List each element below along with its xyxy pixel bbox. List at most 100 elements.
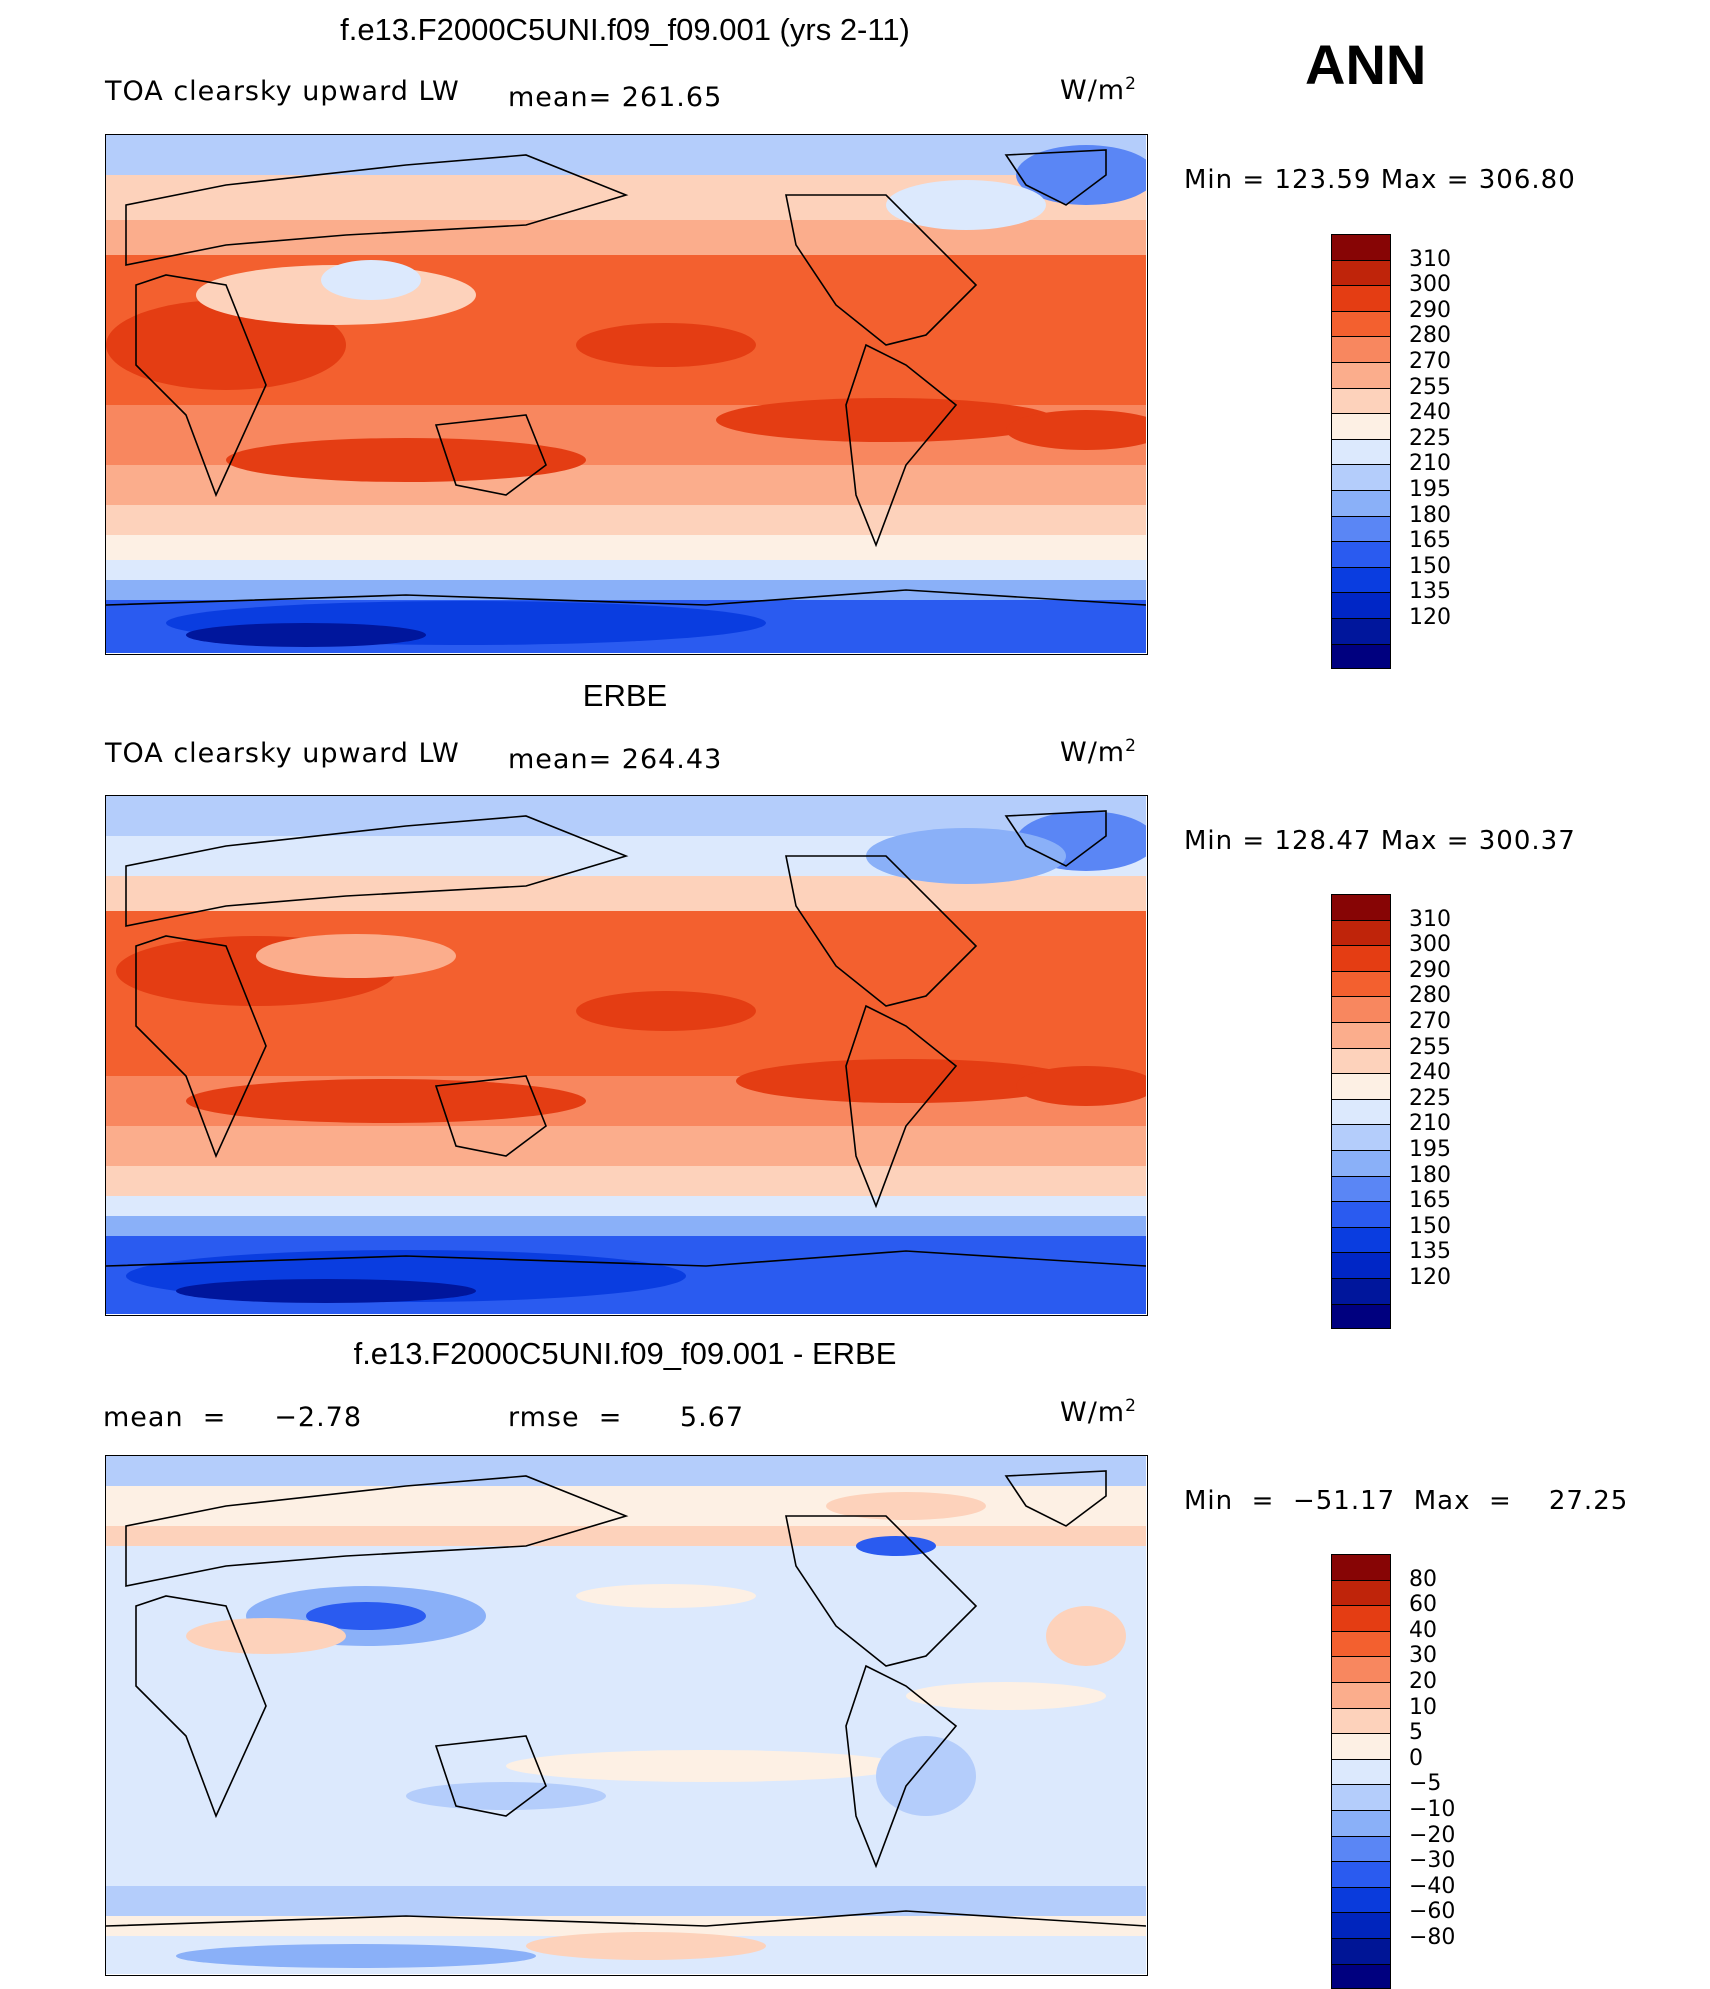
- colorbar-cell: [1331, 413, 1391, 439]
- colorbar-cell: [1331, 1938, 1391, 1964]
- colorbar-tick-label: 225: [1409, 1085, 1451, 1111]
- colorbar-cell: [1331, 1579, 1391, 1606]
- colorbar-tick-label: 280: [1409, 983, 1451, 1009]
- colorbar-cell: [1331, 1886, 1391, 1913]
- colorbar-cell: [1331, 566, 1391, 593]
- colorbar-cell: [1331, 1605, 1391, 1631]
- colorbar-cell: [1331, 1707, 1391, 1734]
- colorbar-tick-label: −20: [1409, 1822, 1456, 1848]
- colorbar-cell: [1331, 336, 1391, 362]
- colorbar-cell: [1331, 259, 1391, 286]
- colorbar-cell: [1331, 234, 1391, 260]
- colorbar-cell: [1331, 1682, 1391, 1708]
- colorbar-tick-label: 150: [1409, 553, 1451, 579]
- colorbar-tick-label: 240: [1409, 400, 1451, 426]
- colorbar-cell: [1331, 1124, 1391, 1150]
- colorbar-cell: [1331, 490, 1391, 516]
- colorbar-tick-label: 180: [1409, 1162, 1451, 1188]
- colorbar-cell: [1331, 1073, 1391, 1099]
- colorbar-cell: [1331, 1784, 1391, 1810]
- colorbar-tick-label: 150: [1409, 1213, 1451, 1239]
- colorbar-cell: [1331, 970, 1391, 997]
- colorbar-tick-label: 180: [1409, 502, 1451, 528]
- colorbar-tick-label: 165: [1409, 1188, 1451, 1214]
- colorbar-tick-label: 210: [1409, 451, 1451, 477]
- colorbar-tick-label: 310: [1409, 246, 1451, 272]
- colorbar-tick-label: 270: [1409, 349, 1451, 374]
- panel-2-map: [105, 795, 1148, 1316]
- colorbar-tick-label: 120: [1409, 605, 1451, 630]
- panel-1-field-svg: [106, 135, 1146, 653]
- colorbar-tick-label: −60: [1409, 1899, 1456, 1925]
- colorbar-tick-label: 135: [1409, 1239, 1451, 1265]
- panel-2-variable-label: TOA clearsky upward LW: [105, 738, 460, 769]
- colorbar-tick-label: 255: [1409, 1034, 1451, 1060]
- panel-1-variable-label: TOA clearsky upward LW: [105, 76, 460, 107]
- colorbar-cell: [1331, 1047, 1391, 1074]
- colorbar-tick-label: 255: [1409, 374, 1451, 400]
- colorbar-frame: [1331, 234, 1391, 670]
- colorbar-cell: [1331, 464, 1391, 490]
- season-label: ANN: [1305, 33, 1427, 96]
- colorbar-cell: [1331, 1835, 1391, 1862]
- colorbar-tick-label: 5: [1409, 1720, 1423, 1746]
- colorbar-cell: [1331, 1861, 1391, 1887]
- colorbar-cell: [1331, 592, 1391, 618]
- colorbar-cell: [1331, 643, 1391, 670]
- colorbar-frame: [1331, 894, 1391, 1330]
- colorbar-cell: [1331, 1656, 1391, 1682]
- colorbar-cell: [1331, 1201, 1391, 1227]
- colorbar-cell: [1331, 285, 1391, 311]
- colorbar-tick-label: 310: [1409, 906, 1451, 932]
- colorbar-cell: [1331, 310, 1391, 337]
- panel-2-minmax: Min = 128.47 Max = 300.37: [1184, 826, 1576, 856]
- colorbar-tick-label: −40: [1409, 1873, 1456, 1899]
- panel-3-units: W/m2: [1060, 1396, 1137, 1428]
- colorbar-tick-label: 135: [1409, 579, 1451, 605]
- colorbar-tick-label: 195: [1409, 477, 1451, 502]
- colorbar-cell: [1331, 1733, 1391, 1759]
- colorbar-cell: [1331, 1098, 1391, 1125]
- colorbar-tick-label: 290: [1409, 297, 1451, 323]
- panel-1-mean-label: mean= 261.65: [508, 82, 723, 113]
- colorbar-frame: [1331, 1554, 1391, 1989]
- colorbar-cell: [1331, 1175, 1391, 1202]
- colorbar-cell: [1331, 541, 1391, 567]
- panel-2-mean-label: mean= 264.43: [508, 744, 723, 775]
- colorbar-tick-label: 300: [1409, 272, 1451, 298]
- colorbar-tick-label: 40: [1409, 1617, 1437, 1643]
- colorbar-tick-label: 240: [1409, 1060, 1451, 1086]
- colorbar-cell: [1331, 945, 1391, 971]
- panel-2-field-svg: [106, 796, 1146, 1314]
- colorbar-tick-label: 30: [1409, 1643, 1437, 1669]
- colorbar-cell: [1331, 387, 1391, 414]
- colorbar-cell: [1331, 438, 1391, 465]
- panel-1-map: [105, 134, 1148, 655]
- colorbar-tick-label: 60: [1409, 1592, 1437, 1618]
- panel-3-map: [105, 1455, 1148, 1976]
- panel-2-title: ERBE: [582, 678, 668, 713]
- colorbar-tick-label: 120: [1409, 1265, 1451, 1290]
- colorbar-tick-label: 225: [1409, 425, 1451, 451]
- panel-3-minmax: Min = −51.17 Max = 27.25: [1184, 1486, 1629, 1516]
- panel-2-units: W/m2: [1060, 736, 1137, 768]
- colorbar-cell: [1331, 362, 1391, 388]
- colorbar-cell: [1331, 1252, 1391, 1278]
- colorbar-cell: [1331, 1278, 1391, 1304]
- colorbar-tick-label: 270: [1409, 1009, 1451, 1034]
- colorbar-tick-label: −5: [1409, 1771, 1442, 1797]
- colorbar-cell: [1331, 515, 1391, 542]
- colorbar-tick-label: −30: [1409, 1848, 1456, 1874]
- colorbar-tick-label: 80: [1409, 1566, 1437, 1592]
- colorbar-cell: [1331, 894, 1391, 920]
- panel-1-minmax: Min = 123.59 Max = 306.80: [1184, 165, 1576, 195]
- colorbar-tick-label: 300: [1409, 932, 1451, 958]
- colorbar-tick-label: −10: [1409, 1797, 1456, 1822]
- colorbar-cell: [1331, 1630, 1391, 1657]
- colorbar-tick-label: 290: [1409, 957, 1451, 983]
- colorbar-cell: [1331, 618, 1391, 644]
- colorbar-cell: [1331, 919, 1391, 946]
- panel-1-units: W/m2: [1060, 74, 1137, 106]
- panel-3-mean-label: mean = −2.78: [103, 1402, 363, 1433]
- colorbar-tick-label: 280: [1409, 323, 1451, 349]
